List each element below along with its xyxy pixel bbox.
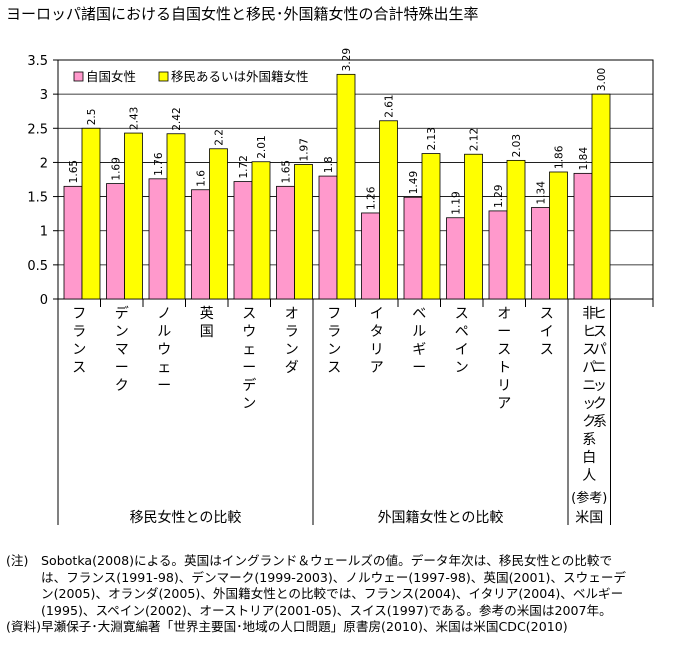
bar-immigrant xyxy=(209,148,228,300)
note-line: ン(2005)、オランダ(2005)、外国籍女性との比較では、フランス(2004… xyxy=(41,586,624,601)
bar-immigrant xyxy=(549,171,568,300)
note-line: (1995)、スペイン(2002)、オーストリア(2001-05)、スイス(19… xyxy=(41,602,612,618)
category-label: 非ヒスパニック系白人 xyxy=(582,306,596,484)
bar-native xyxy=(148,178,168,300)
data-label: 2.2 xyxy=(214,129,226,146)
y-tick-label: 3.5 xyxy=(27,54,48,69)
data-label: 1.72 xyxy=(238,155,250,178)
data-label: 2.03 xyxy=(511,134,523,157)
category-label: ベルギー xyxy=(412,306,426,376)
bar-immigrant xyxy=(81,127,101,300)
data-label: 2.5 xyxy=(86,109,98,126)
bar-immigrant xyxy=(421,153,441,300)
group-label: (参考) xyxy=(571,490,607,506)
category-label: イタリア xyxy=(370,306,384,376)
bar-native xyxy=(318,175,338,300)
bar-native xyxy=(191,189,210,300)
data-label: 3.29 xyxy=(341,48,353,71)
y-tick-label: 2 xyxy=(40,156,48,171)
data-label: 3.00 xyxy=(596,68,608,91)
bar-native xyxy=(106,183,125,300)
data-label: 2.13 xyxy=(426,127,438,150)
legend-label: 移民あるいは外国籍女性 xyxy=(171,69,309,84)
notes: (注) Sobotka(2008)による。英国はイングランド＆ウェールズの値。デ… xyxy=(6,553,678,636)
category-label: ノルウェー xyxy=(157,306,171,394)
data-label: 1.6 xyxy=(196,170,208,187)
data-label: 1.65 xyxy=(281,160,293,183)
chart-title: ヨーロッパ諸国における自国女性と移民･外国籍女性の合計特殊出生率 xyxy=(6,5,479,23)
group-label: 米国 xyxy=(575,510,603,526)
data-label: 2.12 xyxy=(469,128,481,151)
data-label: 1.65 xyxy=(68,160,80,183)
source-line: (資料)早瀬保子･大淵寛編著「世界主要国･地域の人口問題」原書房(2010)、米… xyxy=(6,619,568,634)
data-label: 1.49 xyxy=(408,171,420,194)
category-label: オランダ xyxy=(285,306,299,376)
y-tick-label: 1.5 xyxy=(27,191,48,206)
bar-immigrant xyxy=(294,164,313,300)
data-label: 2.01 xyxy=(256,135,268,158)
category-label: ヒスパニック系 xyxy=(593,306,607,430)
y-tick-label: 1 xyxy=(40,225,48,240)
note-line: (注) Sobotka(2008)による。英国はイングランド＆ウェールズの値。デ… xyxy=(6,553,613,568)
group-label: 外国籍女性との比較 xyxy=(378,509,504,526)
category-label: スウェーデン xyxy=(242,306,256,412)
bar-immigrant xyxy=(464,153,483,300)
bar-native xyxy=(446,217,465,300)
bar-immigrant xyxy=(124,132,143,300)
bar-native xyxy=(233,181,253,300)
group-label: 移民女性との比較 xyxy=(130,509,242,526)
category-label: デンマーク xyxy=(115,305,129,394)
y-tick-label: 0 xyxy=(40,293,48,308)
bar-native xyxy=(361,212,380,300)
category-label: 英国 xyxy=(200,305,214,340)
bar-immigrant xyxy=(506,159,526,300)
bar-native xyxy=(488,210,508,300)
note-line: は、フランス(1991-98)、デンマーク(1999-2003)、ノルウェー(1… xyxy=(41,569,627,585)
legend-swatch xyxy=(73,71,84,82)
category-label: オーストリア xyxy=(497,306,511,412)
bar-immigrant xyxy=(379,120,398,300)
bar-native xyxy=(276,185,295,300)
legend-label: 自国女性 xyxy=(86,69,136,84)
data-label: 1.29 xyxy=(493,185,505,208)
category-label: スイス xyxy=(540,306,554,358)
y-tick-label: 3 xyxy=(40,88,48,103)
data-label: 1.69 xyxy=(111,157,123,180)
data-label: 1.97 xyxy=(299,138,311,161)
bar-immigrant xyxy=(251,161,271,300)
bar-native xyxy=(63,185,83,300)
data-label: 1.26 xyxy=(366,186,378,210)
data-label: 1.19 xyxy=(451,191,463,214)
data-label: 1.76 xyxy=(153,152,165,176)
bar-native xyxy=(403,196,423,300)
category-label: フランス xyxy=(72,306,86,376)
data-label: 1.8 xyxy=(323,156,335,173)
bar-native xyxy=(573,172,593,300)
data-label: 1.84 xyxy=(578,147,590,171)
data-label: 2.61 xyxy=(384,94,396,117)
bar-immigrant xyxy=(166,133,186,300)
bar-chart: 0 0.5 1 1.5 2 2.5 3 3.5 1.65 1.69 1.76 1.6 1.72 1.65 1… xyxy=(27,48,654,526)
bar-immigrant xyxy=(336,73,356,300)
category-label: スペイン xyxy=(455,306,469,376)
y-tick-label: 0.5 xyxy=(27,259,48,274)
data-label: 2.42 xyxy=(171,107,183,130)
bar-native xyxy=(531,207,550,300)
data-label: 1.34 xyxy=(536,181,548,205)
bar-immigrant xyxy=(591,93,611,300)
y-tick-label: 2.5 xyxy=(27,122,48,137)
legend-swatch xyxy=(158,71,169,82)
category-label: フランス xyxy=(327,306,341,376)
data-label: 1.86 xyxy=(554,145,566,169)
data-label: 2.43 xyxy=(129,107,141,130)
